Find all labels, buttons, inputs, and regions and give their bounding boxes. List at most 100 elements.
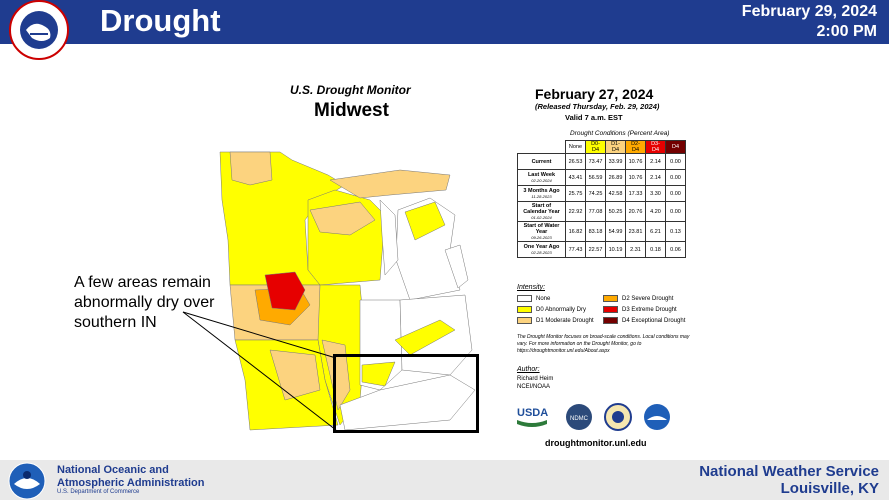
svg-text:USDA: USDA — [517, 407, 548, 419]
row-date: 09-26-2023 — [531, 235, 552, 240]
table-cell: 20.76 — [625, 201, 646, 222]
table-cell: 10.19 — [605, 241, 626, 258]
table-cell: 3.30 — [645, 185, 666, 202]
row-label-text: Last Week — [527, 172, 556, 178]
row-label-text: Start of Calendar Year — [523, 203, 560, 215]
table-cell: 2.14 — [645, 169, 666, 186]
table-corner — [517, 140, 566, 154]
table-cell: 23.81 — [625, 221, 646, 242]
row-date: 11-28-2023 — [531, 194, 552, 199]
table-cell: 0.06 — [665, 241, 686, 258]
table-cell: 0.00 — [665, 201, 686, 222]
table-row: 3 Months Ago 11-28-2023 25.75 74.25 42.58… — [517, 185, 686, 202]
footer-bar — [0, 460, 889, 500]
table-cell: 22.92 — [565, 201, 586, 222]
table-cell: 73.47 — [585, 153, 606, 170]
legend-swatch — [517, 317, 532, 324]
header-time: 2:00 PM — [816, 23, 877, 40]
nws-logo-icon — [9, 0, 69, 60]
table-header: None — [565, 140, 586, 154]
legend-label: D2 Severe Drought — [622, 295, 674, 302]
header-date: February 29, 2024 — [741, 3, 877, 20]
table-cell: 0.00 — [665, 185, 686, 202]
legend-item-d2: D2 Severe Drought — [603, 295, 673, 302]
table-cell: 50.25 — [605, 201, 626, 222]
drought-conditions-table: None D0-D4 D1-D4 D2-D4 D3-D4 D4 Current … — [517, 140, 686, 258]
legend-swatch — [603, 317, 618, 324]
legend-label: D4 Exceptional Drought — [622, 317, 686, 324]
row-label: Start of Water Year 09-26-2023 — [517, 221, 566, 242]
author-title: Author: — [517, 366, 540, 373]
table-cell: 22.57 — [585, 241, 606, 258]
row-label: 3 Months Ago 11-28-2023 — [517, 185, 566, 202]
row-label-text: 3 Months Ago — [523, 188, 560, 194]
table-row: Start of Calendar Year 01-02-2024 22.92 7… — [517, 201, 686, 222]
legend-label: D1 Moderate Drought — [536, 317, 594, 324]
table-cell: 77.08 — [585, 201, 606, 222]
legend-swatch — [517, 295, 532, 302]
table-row: One Year Ago 02-28-2023 77.43 22.57 10.19… — [517, 241, 686, 258]
table-cell: 0.00 — [665, 169, 686, 186]
legend-label: D0 Abnormally Dry — [536, 306, 587, 313]
table-header: D0-D4 — [585, 140, 606, 154]
noaa-logo-icon — [644, 404, 670, 430]
row-label-text: Start of Water Year — [523, 223, 560, 235]
table-header: D3-D4 — [645, 140, 666, 154]
nws-office: National Weather Service Louisville, KY — [699, 463, 879, 497]
noaa-name-line-2: Atmospheric Administration — [57, 477, 205, 489]
legend-item-d0: D0 Abnormally Dry — [517, 306, 586, 313]
legend-label: None — [536, 295, 551, 302]
doc-seal-icon — [604, 403, 632, 431]
row-label: Start of Calendar Year 01-02-2024 — [517, 201, 566, 222]
map-valid-date: February 27, 2024 — [535, 86, 654, 102]
table-cell: 0.00 — [665, 153, 686, 170]
map-valid-time: Valid 7 a.m. EST — [565, 113, 623, 122]
nws-office-line-2: Louisville, KY — [780, 480, 879, 497]
row-date: 01-02-2024 — [531, 215, 552, 220]
row-date: 02-28-2023 — [531, 250, 552, 255]
row-label-text: Current — [531, 158, 552, 165]
map-region-title: Midwest — [314, 100, 389, 121]
svg-text:NDMC: NDMC — [570, 416, 589, 422]
usda-logo-icon: USDA — [517, 407, 548, 427]
table-cell: 0.13 — [665, 221, 686, 242]
table-header-row: None D0-D4 D1-D4 D2-D4 D3-D4 D4 — [517, 140, 686, 154]
noaa-name-line-1: National Oceanic and — [57, 464, 169, 476]
table-cell: 2.14 — [645, 153, 666, 170]
table-cell: 10.76 — [625, 153, 646, 170]
map-released-date: (Released Thursday, Feb. 29, 2024) — [535, 102, 660, 111]
table-cell: 74.25 — [585, 185, 606, 202]
table-cell: 16.82 — [565, 221, 586, 242]
row-label: Current — [517, 153, 566, 170]
table-cell: 26.53 — [565, 153, 586, 170]
map-region-michigan-up — [329, 169, 451, 199]
row-label: Last Week 02-20-2024 — [517, 169, 566, 186]
partner-logos: USDA NDMC — [517, 403, 670, 431]
table-cell: 17.33 — [625, 185, 646, 202]
table-cell: 33.99 — [605, 153, 626, 170]
table-row: Current 26.53 73.47 33.99 10.76 2.14 0.0… — [517, 153, 686, 170]
table-cell: 25.75 — [565, 185, 586, 202]
table-cell: 10.76 — [625, 169, 646, 186]
table-cell: 54.99 — [605, 221, 626, 242]
table-cell: 77.43 — [565, 241, 586, 258]
conditions-table-title: Drought Conditions (Percent Area) — [570, 130, 670, 137]
table-row: Start of Water Year 09-26-2023 16.82 83.1… — [517, 221, 686, 242]
legend-label: D3 Extreme Drought — [622, 306, 677, 313]
noaa-footer-logo-icon — [8, 462, 46, 500]
map-callout-text: A few areas remain abnormally dry over s… — [74, 274, 215, 331]
author-name: Richard Heim — [517, 376, 554, 382]
map-region-extreme-drought — [264, 271, 306, 311]
nws-office-line-1: National Weather Service — [699, 463, 879, 480]
table-cell: 26.89 — [605, 169, 626, 186]
table-cell: 2.31 — [625, 241, 646, 258]
table-cell: 0.18 — [645, 241, 666, 258]
legend-swatch — [517, 306, 532, 313]
map-subtitle: U.S. Drought Monitor — [290, 83, 411, 97]
legend-swatch — [603, 306, 618, 313]
drought-monitor-url[interactable]: droughtmonitor.unl.edu — [545, 438, 647, 448]
table-cell: 6.21 — [645, 221, 666, 242]
table-cell: 83.18 — [585, 221, 606, 242]
row-date: 02-20-2024 — [531, 178, 552, 183]
legend-item-none: None — [517, 295, 550, 302]
